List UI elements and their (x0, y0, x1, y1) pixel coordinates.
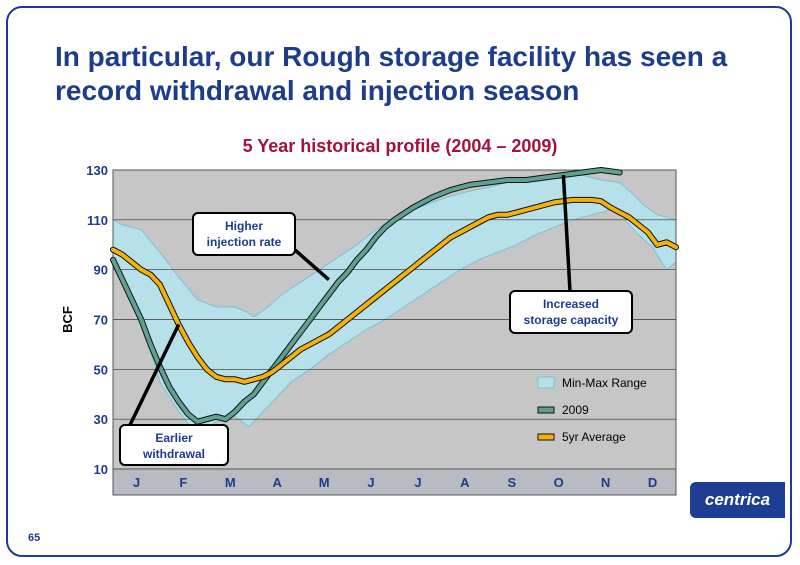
annotation-pointer (128, 323, 181, 426)
y-tick-label: 10 (94, 462, 108, 477)
annotation-pointer (561, 174, 572, 292)
x-tick-label: M (225, 475, 236, 490)
y-tick-label: 130 (86, 163, 108, 178)
y-tick-label: 110 (87, 213, 108, 228)
annotation-box (119, 424, 229, 466)
slide-title: In particular, our Rough storage facilit… (55, 41, 728, 106)
x-axis-band (112, 468, 677, 496)
x-tick-label: D (648, 475, 657, 490)
x-tick-label: J (414, 475, 421, 490)
centrica-logo: centrica (690, 482, 785, 518)
y-tick-label: 90 (94, 263, 108, 278)
legend-label-2009: 2009 (562, 403, 589, 417)
x-tick-label: J (133, 475, 140, 490)
annotation-text: storage capacity (524, 313, 619, 327)
x-tick-label: N (601, 475, 610, 490)
min-max-range-band (112, 174, 677, 430)
chart-title: 5 Year historical profile (2004 – 2009) (242, 136, 558, 156)
y-axis-label: BCF (60, 306, 75, 333)
annotation-box (509, 290, 633, 334)
legend-swatch-min-max-range (537, 376, 555, 389)
slide-frame (6, 6, 792, 557)
y-tick-label: 30 (94, 412, 108, 427)
annotation-pointer (293, 248, 330, 281)
page-number: 65 (28, 532, 41, 544)
x-tick-label: A (273, 475, 283, 490)
x-tick-label: S (507, 475, 516, 490)
annotation-text: Earlier (155, 431, 193, 445)
y-tick-label: 70 (94, 313, 108, 328)
annotation-box (192, 212, 296, 256)
annotation-text: Increased (543, 297, 599, 311)
legend-swatch-2009 (537, 406, 555, 414)
annotation-text: Higher (225, 219, 263, 233)
x-tick-label: F (179, 475, 187, 490)
legend-label-5yr-average: 5yr Average (562, 430, 626, 444)
x-tick-label: A (460, 475, 470, 490)
legend-swatch-5yr-average (537, 433, 555, 441)
series-5yr-average-line (111, 197, 678, 384)
x-tick-label: O (554, 475, 564, 490)
series-2009-line (111, 168, 622, 424)
legend-label-min-max-range: Min-Max Range (562, 376, 647, 390)
y-tick-label: 50 (94, 362, 108, 377)
x-tick-label: M (319, 475, 330, 490)
logo-text: centrica (704, 490, 771, 509)
x-tick-label: J (367, 475, 374, 490)
annotation-text: withdrawal (142, 447, 205, 461)
annotation-text: injection rate (207, 235, 282, 249)
